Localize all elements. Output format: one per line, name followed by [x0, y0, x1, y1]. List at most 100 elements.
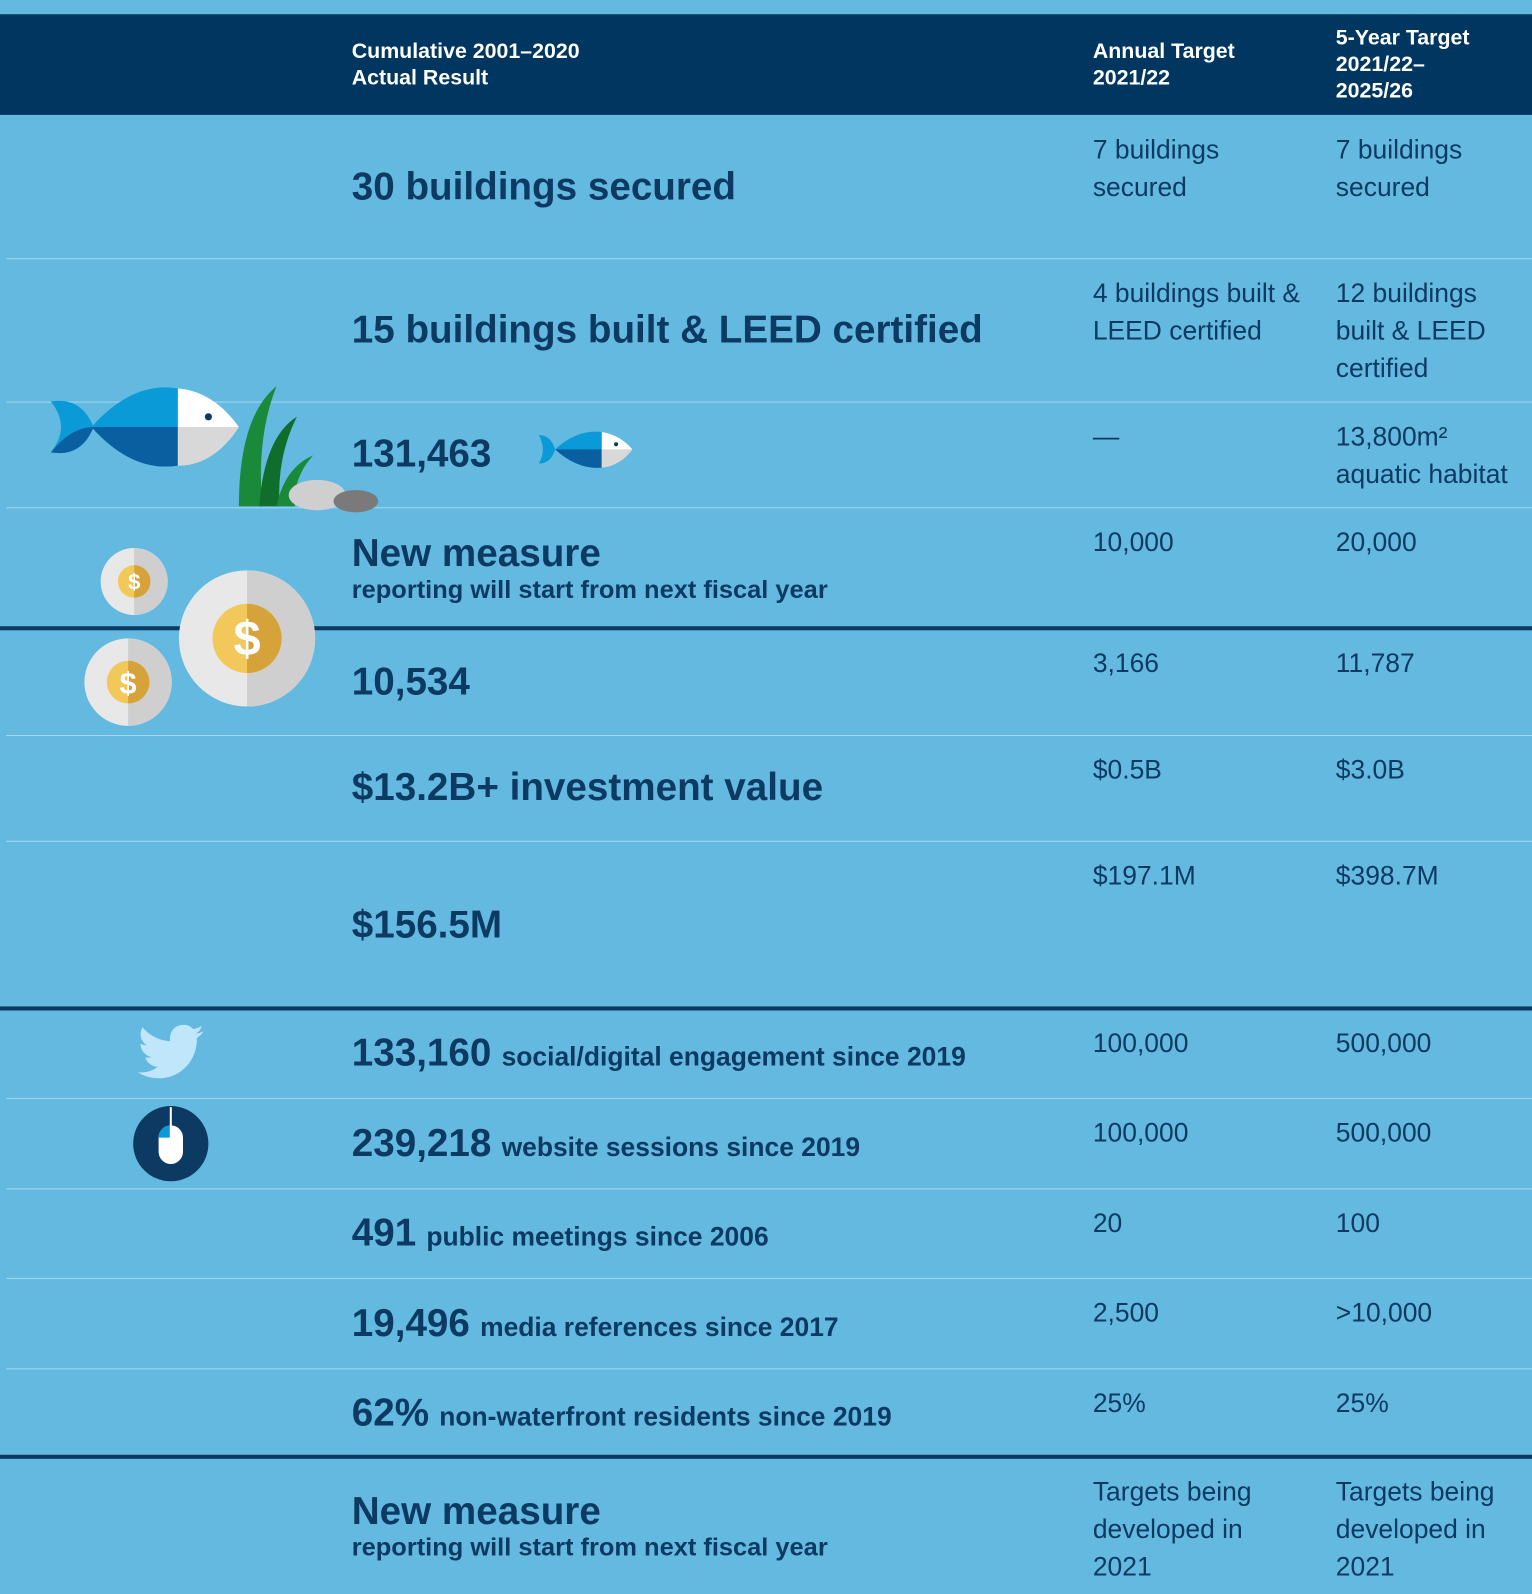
table-row: 10,534 3,166 11,787	[0, 628, 1532, 735]
actual-value: 133,160	[351, 1031, 492, 1075]
row-separator	[6, 401, 1532, 403]
actual-value: New measure	[351, 532, 601, 575]
actual-cell: $156.5M	[352, 841, 1064, 1009]
table-row: 62% non-waterfront residents since 2019 25…	[0, 1368, 1532, 1456]
actual-cell: 30 buildings secured	[352, 115, 1064, 258]
actual-value: 30 buildings secured	[351, 165, 737, 208]
annual-target: $197.1M	[1092, 860, 1196, 891]
mouse-icon	[133, 1106, 209, 1182]
table-row: 131,463 — 13,800m² aquatic habitat	[0, 402, 1532, 508]
actual-line: 15 buildings built & LEED certified	[352, 309, 1064, 352]
annual-target: —	[1092, 420, 1120, 452]
actual-value: $13.2B+ investment value	[351, 766, 824, 810]
annual-target: $0.5B	[1092, 754, 1162, 785]
row-separator	[6, 840, 1532, 842]
header-actual: Cumulative 2001–2020 Actual Result	[352, 39, 580, 92]
actual-line: 133,160 social/digital engagement since 2…	[352, 1032, 1064, 1075]
five-year-target: 11,787	[1335, 647, 1415, 679]
actual-line: 131,463	[352, 433, 1064, 476]
actual-cell: 19,496 media references since 2017	[352, 1278, 1064, 1368]
header-line: Actual Result	[351, 66, 489, 90]
actual-line: New measure	[352, 532, 1064, 575]
annual-target: 2,500	[1092, 1297, 1160, 1328]
row-separator	[0, 626, 1532, 631]
fish-illustration	[50, 386, 379, 513]
actual-cell: 491 public meetings since 2006	[352, 1188, 1064, 1277]
twitter-icon	[137, 1024, 204, 1079]
annual-target: Targets being developed in 2021	[1092, 1476, 1252, 1582]
five-year-target: 13,800m² aquatic habitat	[1335, 420, 1508, 489]
row-separator	[6, 258, 1532, 260]
actual-detail: website sessions since 2019	[501, 1130, 861, 1162]
annual-target: 7 buildings secured	[1092, 134, 1220, 203]
row-separator	[0, 1454, 1532, 1459]
actual-value: New measure	[351, 1489, 601, 1533]
actual-value: 15 buildings built & LEED certified	[351, 308, 983, 352]
actual-cell: $13.2B+ investment value	[352, 735, 1064, 841]
actual-cell: 131,463	[352, 402, 1064, 508]
actual-value: 19,496	[351, 1301, 470, 1345]
actual-subtitle: reporting will start from next fiscal ye…	[351, 574, 828, 604]
row-separator	[0, 1006, 1532, 1011]
table-row: 133,160 social/digital engagement since 2…	[0, 1008, 1532, 1097]
actual-cell: New measure reporting will start from nex…	[352, 507, 1064, 628]
actual-line: New measure	[352, 1490, 1064, 1533]
actual-line: 10,534	[352, 660, 1064, 703]
actual-value: $156.5M	[351, 903, 503, 946]
table-row: 19,496 media references since 2017 2,500 >1…	[0, 1278, 1532, 1368]
table-row: $156.5M $197.1M $398.7M	[0, 841, 1532, 1009]
five-year-target: 25%	[1335, 1387, 1389, 1419]
five-year-target: >10,000	[1335, 1297, 1433, 1328]
actual-value: 131,463	[351, 433, 492, 476]
header-line: Annual Target	[1092, 39, 1235, 64]
header-bar: Cumulative 2001–2020 Actual Result Annual…	[0, 14, 1532, 115]
table-row: $13.2B+ investment value $0.5B $3.0B	[0, 735, 1532, 841]
actual-subtitle: reporting will start from next fiscal ye…	[351, 1532, 828, 1561]
header-line: Cumulative 2001–2020	[351, 39, 580, 64]
table-row: 15 buildings built & LEED certified 4 bui…	[0, 258, 1532, 401]
actual-detail: media references since 2017	[480, 1310, 839, 1342]
header-annual: Annual Target 2021/22	[1093, 39, 1235, 92]
table-row: 30 buildings secured 7 buildings secured 7…	[0, 115, 1532, 258]
actual-line: 491 public meetings since 2006	[352, 1212, 1064, 1255]
row-separator	[6, 1277, 1532, 1279]
actual-value: 10,534	[351, 660, 470, 703]
svg-text:$: $	[233, 613, 260, 667]
actual-detail: public meetings since 2006	[426, 1220, 769, 1252]
actual-line: $156.5M	[352, 903, 1064, 946]
svg-text:$: $	[128, 570, 141, 595]
table-row: New measure reporting will start from nex…	[0, 1457, 1532, 1594]
header-line: 5-Year Target	[1335, 26, 1470, 50]
five-year-target: 100	[1335, 1207, 1380, 1239]
actual-value: 239,218	[351, 1121, 492, 1165]
coins-illustration: $ $ $	[84, 547, 316, 726]
actual-cell: 62% non-waterfront residents since 2019	[352, 1368, 1064, 1456]
table-row: 491 public meetings since 2006 20 100	[0, 1188, 1532, 1277]
actual-line: 30 buildings secured	[352, 165, 1064, 208]
actual-cell: 239,218 website sessions since 2019	[352, 1098, 1064, 1188]
table-row: 239,218 website sessions since 2019 100,00…	[0, 1098, 1532, 1188]
five-year-target: Targets being developed in 2021	[1335, 1476, 1495, 1582]
five-year-target: 7 buildings secured	[1335, 134, 1463, 203]
actual-line: 62% non-waterfront residents since 2019	[352, 1391, 1064, 1434]
annual-target: 25%	[1092, 1387, 1146, 1419]
five-year-target: 500,000	[1335, 1027, 1432, 1059]
row-separator	[6, 507, 1532, 509]
actual-cell: 133,160 social/digital engagement since 2…	[352, 1008, 1064, 1097]
actual-value: 491	[351, 1211, 417, 1255]
annual-target: 20	[1092, 1207, 1123, 1239]
row-separator	[6, 1097, 1532, 1099]
row-separator	[6, 735, 1532, 737]
five-year-target: $3.0B	[1335, 754, 1405, 785]
actual-line: 239,218 website sessions since 2019	[352, 1122, 1064, 1165]
annual-target: 100,000	[1092, 1117, 1189, 1148]
annual-target: 3,166	[1092, 647, 1160, 679]
actual-detail: social/digital engagement since 2019	[501, 1040, 966, 1072]
annual-target: 4 buildings built & LEED certified	[1092, 277, 1301, 346]
five-year-target: 20,000	[1335, 526, 1417, 558]
row-separator	[6, 1188, 1532, 1190]
table-row: New measure reporting will start from nex…	[0, 507, 1532, 628]
header-line: 2021/22	[1092, 66, 1171, 90]
